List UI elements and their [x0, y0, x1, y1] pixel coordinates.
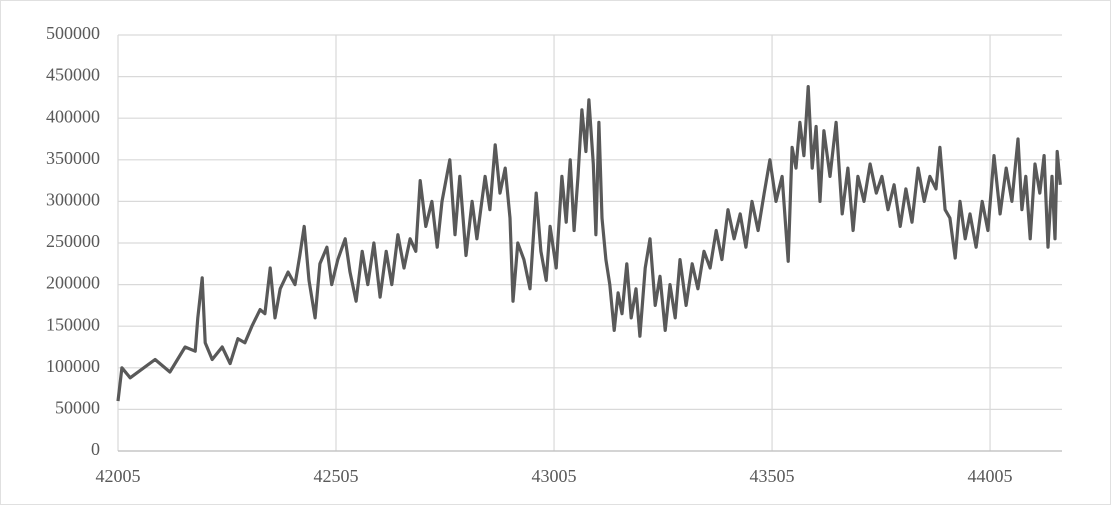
y-tick-label: 300000: [46, 190, 100, 210]
y-tick-label: 350000: [46, 148, 100, 168]
y-tick-label: 450000: [46, 65, 100, 85]
y-tick-label: 100000: [46, 356, 100, 376]
y-tick-label: 200000: [46, 273, 100, 293]
x-tick-label: 44005: [968, 466, 1013, 486]
y-tick-label: 250000: [46, 231, 100, 251]
y-tick-label: 0: [91, 439, 100, 459]
x-tick-label: 43505: [750, 466, 795, 486]
data-line: [116, 85, 1062, 402]
y-tick-label: 400000: [46, 106, 100, 126]
y-tick-label: 500000: [46, 23, 100, 43]
x-tick-label: 42505: [314, 466, 359, 486]
y-tick-label: 150000: [46, 314, 100, 334]
x-tick-label: 43005: [532, 466, 577, 486]
x-tick-label: 42005: [96, 466, 141, 486]
y-tick-label: 50000: [55, 398, 100, 418]
